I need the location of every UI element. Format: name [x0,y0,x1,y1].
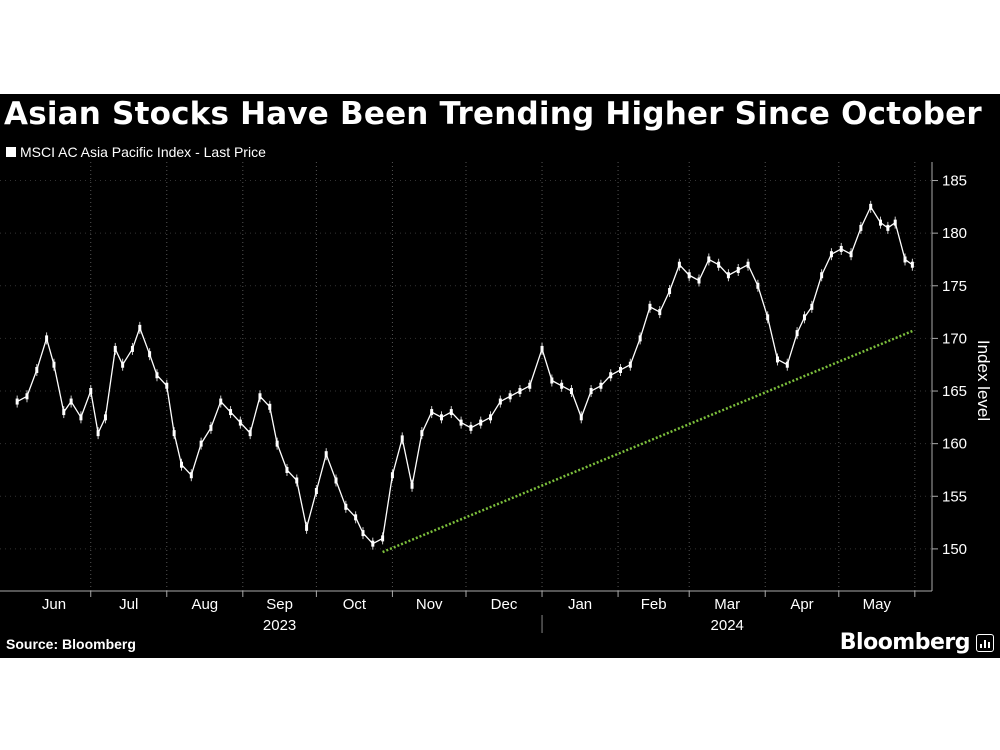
chart-svg: Jun Jul Aug Sep Oct Nov Dec Jan Feb Mar Apr May 2023… [0,162,993,634]
y-tick-label: 170 [942,330,967,347]
bloomberg-chart-icon [976,633,994,652]
x-tick-label: Aug [191,596,218,613]
x-tick-label: Oct [343,596,367,613]
y-tick-label: 155 [942,488,967,505]
legend-label: MSCI AC Asia Pacific Index - Last Price [20,144,266,160]
x-tick-label: Mar [714,596,740,613]
x-tick-label: Feb [641,596,667,613]
x-tick-label: Sep [266,596,293,613]
trendline [382,329,913,554]
x-tick-label: Jul [119,596,138,613]
legend-swatch [6,147,16,157]
y-tick-label: 150 [942,541,967,558]
x-tick-label: Nov [416,596,443,613]
brand-name: Bloomberg [839,630,971,655]
brand-logo: Bloomberg [840,630,994,655]
y-tick-label: 185 [942,173,967,190]
x-tick-label: Dec [491,596,518,613]
year-label: 2024 [711,617,744,634]
y-tick-label: 175 [942,278,967,295]
year-label: 2023 [263,617,296,634]
source-note: Source: Bloomberg [6,636,136,652]
chart-panel: Jun Jul Aug Sep Oct Nov Dec Jan Feb Mar Apr May 2023… [0,94,1000,658]
x-tick-label: Jun [42,596,66,613]
y-tick-label: 180 [942,225,967,242]
series-line-msci-asia-pacific [16,206,913,545]
y-axis-label: Index level [974,340,993,421]
chart-title: Asian Stocks Have Been Trending Higher S… [4,96,982,132]
x-tick-label: Jan [568,596,592,613]
y-tick-label: 160 [942,436,967,453]
y-tick-label: 165 [942,383,967,400]
legend: MSCI AC Asia Pacific Index - Last Price [6,144,266,160]
x-tick-label: May [863,596,892,613]
x-tick-label: Apr [790,596,813,613]
